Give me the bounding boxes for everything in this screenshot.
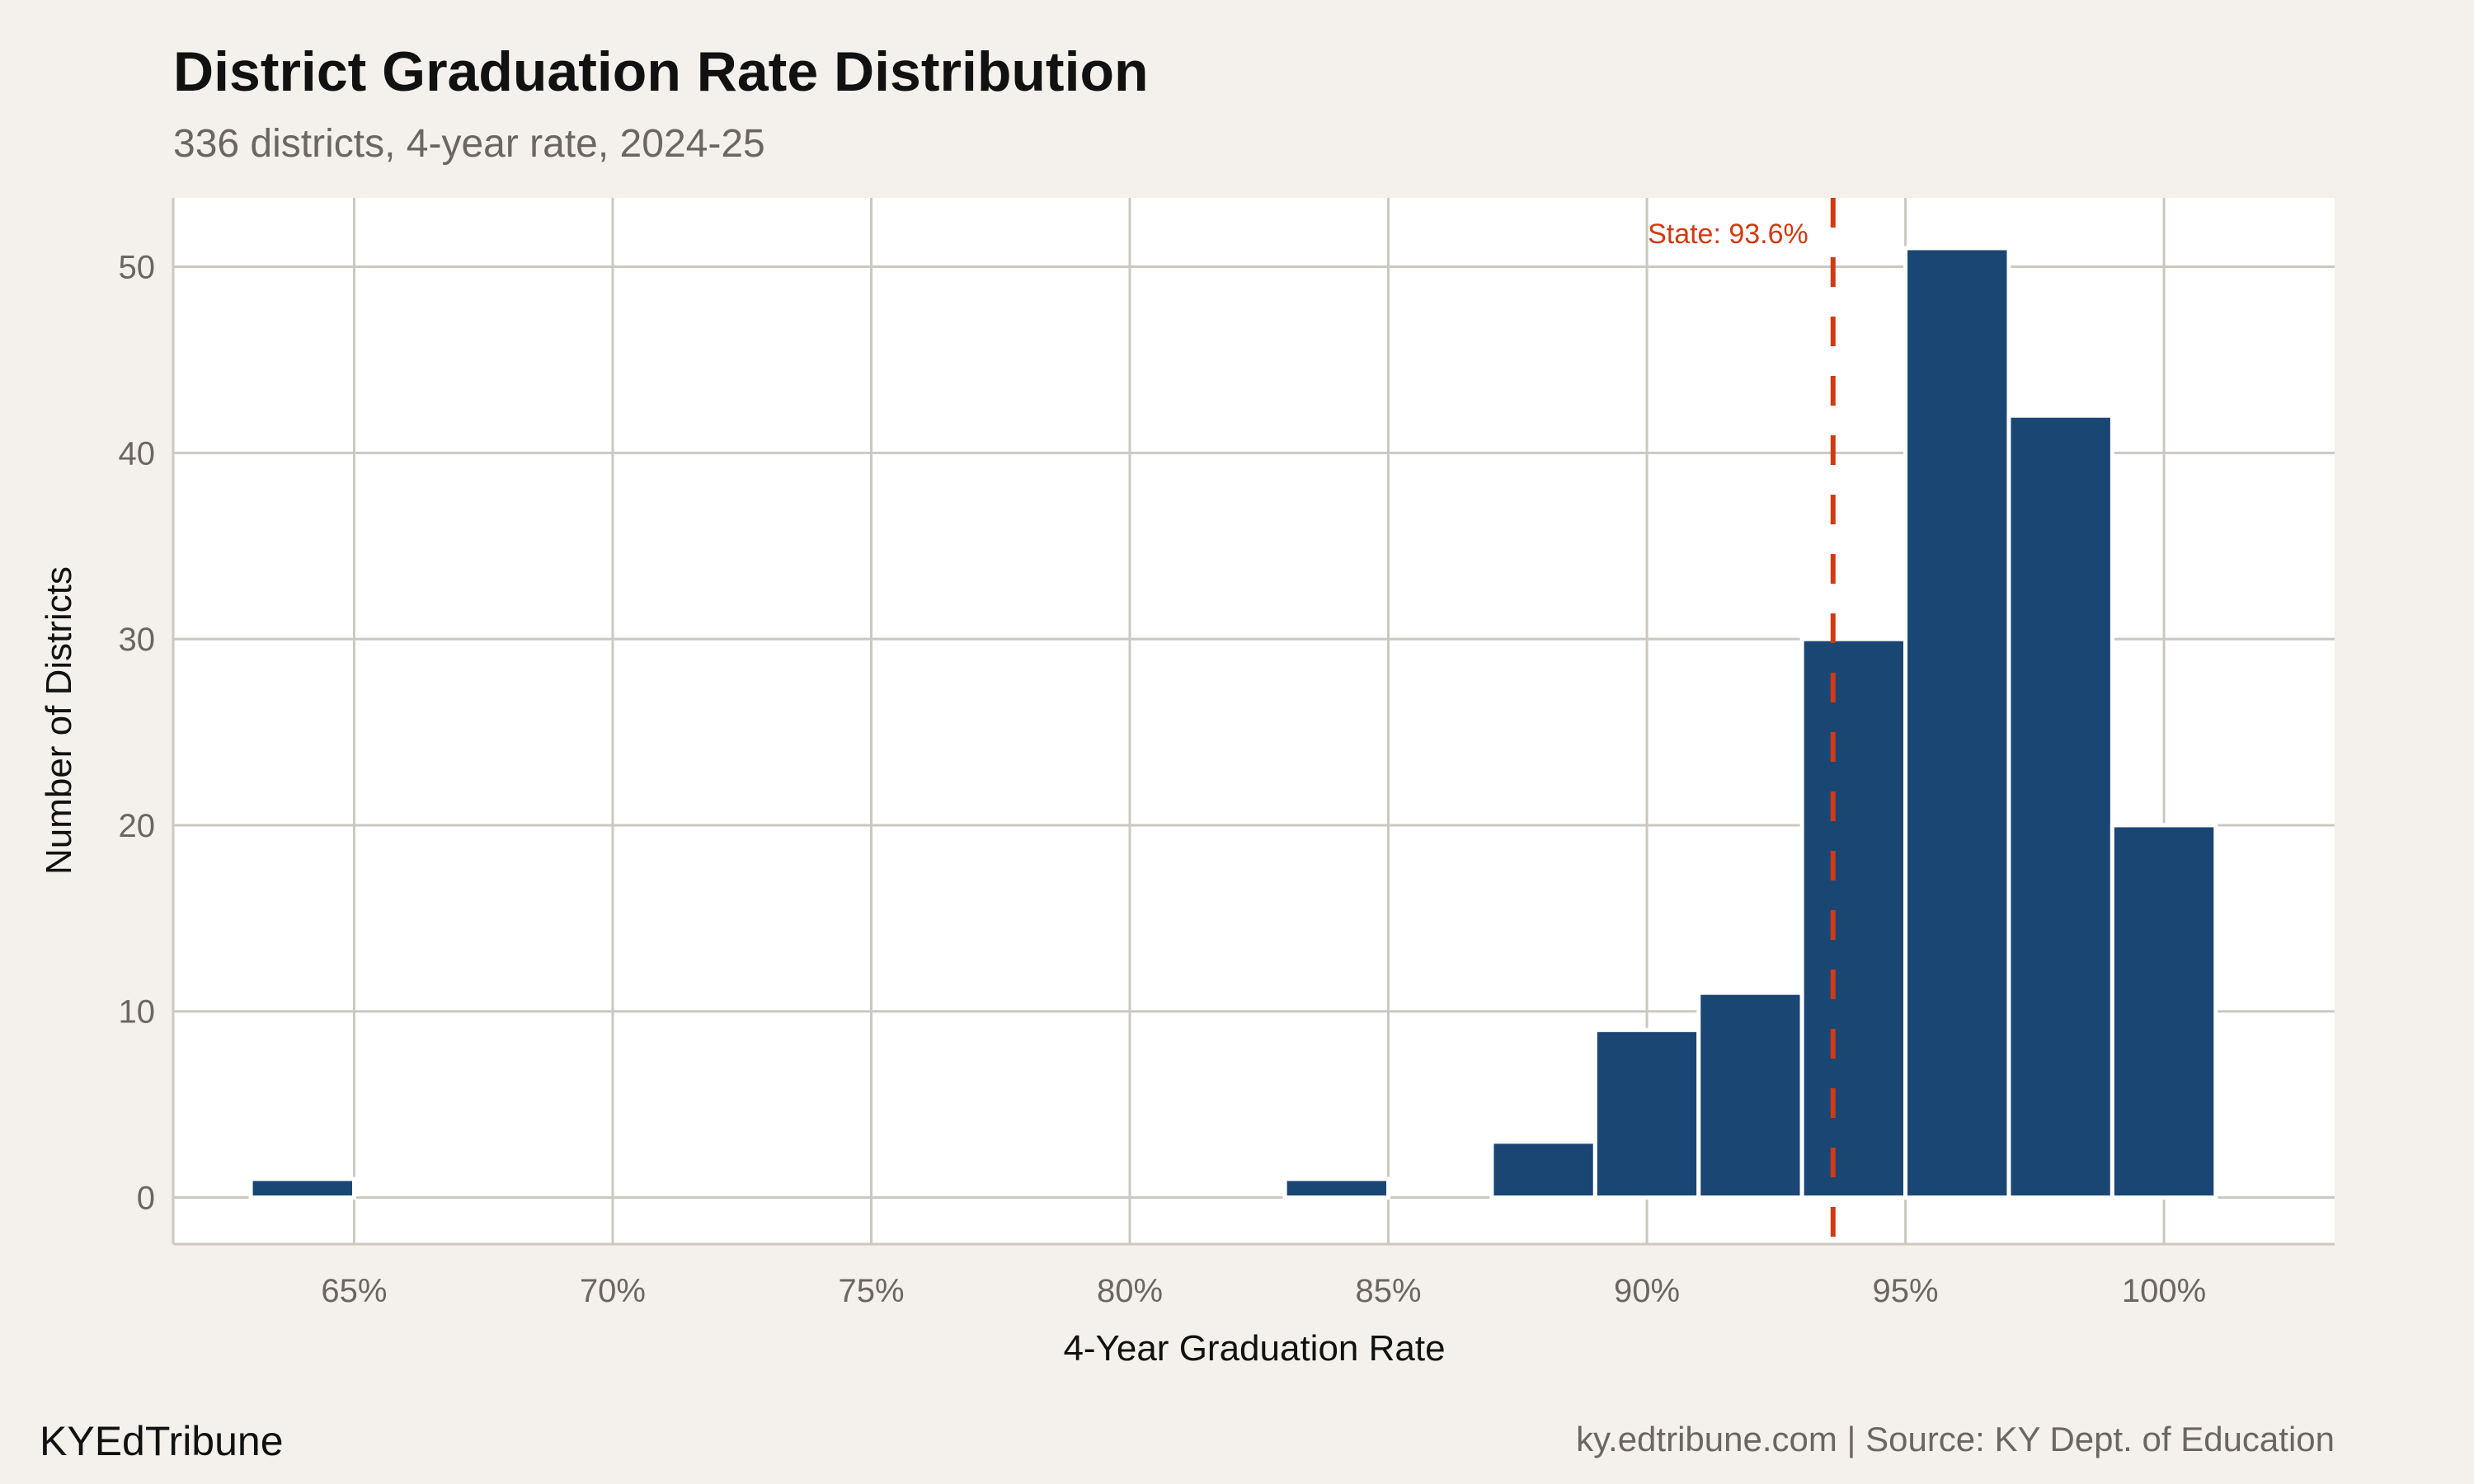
y-tick-label: 0 (137, 1181, 155, 1217)
histogram-bar (1282, 1176, 1391, 1200)
source-note: ky.edtribune.com | Source: KY Dept. of E… (1576, 1420, 2335, 1458)
histogram-bar (1903, 246, 2011, 1200)
histogram-bar (2109, 823, 2218, 1200)
histogram-bar (1799, 636, 1908, 1200)
axes: 65% 70% 75% 80% 85% 90% 95% 100% 0 10 20 30 40 50 (119, 198, 2335, 1309)
chart-title: District Graduation Rate Distribution (173, 40, 1149, 103)
x-tick-label: 95% (1873, 1273, 1939, 1309)
brand-label: KYEdTribune (40, 1418, 284, 1464)
chart-subtitle: 336 districts, 4-year rate, 2024-25 (173, 122, 765, 166)
x-tick-label: 90% (1614, 1273, 1680, 1309)
y-tick-label: 30 (119, 622, 156, 658)
x-axis-title: 4-Year Graduation Rate (1063, 1328, 1445, 1369)
y-tick-label: 40 (119, 435, 156, 472)
histogram-bar (2006, 413, 2114, 1200)
x-tick-label: 80% (1097, 1273, 1163, 1309)
x-tick-label: 85% (1355, 1273, 1421, 1309)
state-average-label: State: 93.6% (1648, 218, 1808, 250)
state-reference-line: State: 93.6% (1648, 198, 1836, 1244)
histogram-bar (1592, 1027, 1701, 1200)
x-tick-label: 70% (580, 1273, 646, 1309)
x-tick-label: 75% (838, 1273, 904, 1309)
y-tick-label: 10 (119, 994, 156, 1031)
histogram-bar (1489, 1139, 1597, 1200)
x-tick-label: 100% (2122, 1273, 2206, 1309)
y-tick-label: 20 (119, 808, 156, 844)
histogram-bars (248, 246, 2218, 1200)
histogram-bar (248, 1176, 356, 1200)
y-axis-title: Number of Districts (39, 566, 79, 875)
x-tick-label: 65% (321, 1273, 387, 1309)
y-tick-label: 50 (119, 250, 156, 286)
histogram-bar (1696, 990, 1804, 1200)
